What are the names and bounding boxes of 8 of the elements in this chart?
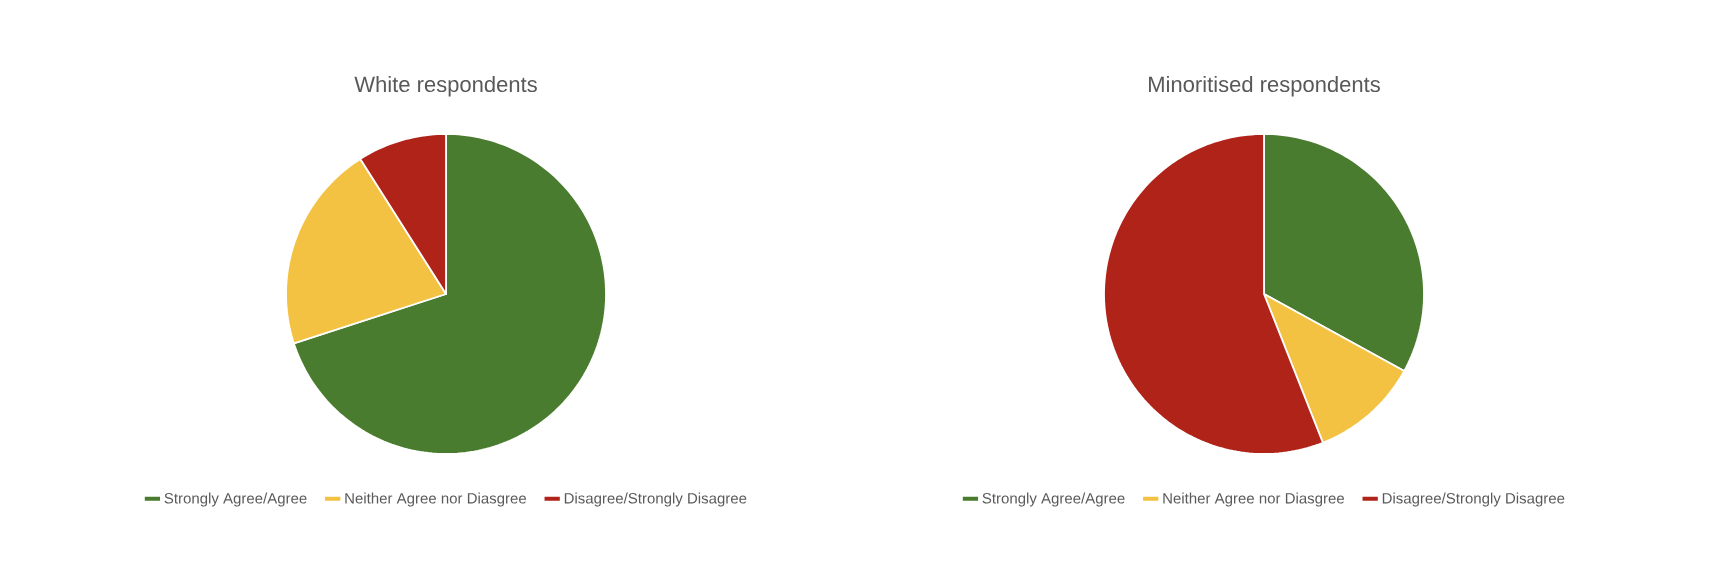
chart-title: Minoritised respondents	[1149, 75, 1380, 97]
legend-label: Neither Agree nor Diasgree	[1163, 492, 1345, 507]
legend-label: Disagree/Strongly Disagree	[564, 492, 747, 507]
legend-label: Strongly Agree/Agree	[982, 492, 1125, 507]
legend-label: Strongly Agree/Agree	[164, 492, 307, 507]
chart-title: White respondents	[354, 75, 537, 97]
legend-label: Neither Agree nor Diasgree	[345, 492, 527, 507]
legend-label: Disagree/Strongly Disagree	[1382, 492, 1565, 507]
